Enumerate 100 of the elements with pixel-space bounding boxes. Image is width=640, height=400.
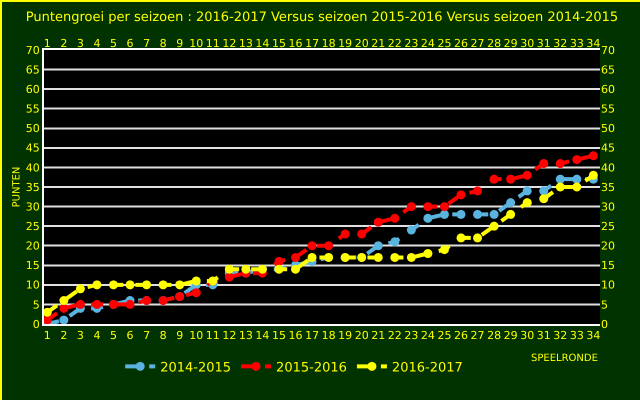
point (241, 264, 250, 274)
x2-tick-label: 22 (388, 329, 402, 342)
legend-label: 2014-2015 (160, 360, 232, 376)
point (44, 308, 52, 317)
legend-label: 2016-2017 (392, 360, 463, 376)
point (440, 210, 449, 219)
point (506, 210, 516, 219)
x-tick-label: 20 (354, 36, 369, 50)
x2-tick-label: 3 (76, 329, 84, 342)
y-tick-label: 40 (26, 161, 40, 174)
chart-title: Puntengroei per seizoen : 2016-2017 Versus seizoen 2015-2016 Versus seizoen 2014-2015 (26, 10, 618, 26)
y-tick-label: 45 (26, 142, 40, 155)
x2-tick-label: 6 (126, 329, 134, 342)
point (506, 174, 516, 184)
point (390, 237, 400, 246)
x-tick-label: 11 (206, 36, 220, 50)
x-tick-label: 22 (388, 36, 402, 50)
point (374, 241, 383, 250)
point (440, 202, 449, 212)
y2-tick-label: 5 (601, 298, 608, 312)
x-tick-label: 30 (520, 36, 534, 50)
y2-tick-label: 0 (601, 318, 608, 331)
x-tick-label: 28 (487, 36, 502, 50)
point (59, 316, 68, 324)
x2-tick-label: 10 (189, 329, 204, 342)
x2-tick-label: 28 (487, 329, 502, 342)
x-tick-label: 26 (454, 36, 468, 50)
x2-tick-label: 8 (160, 329, 167, 342)
x-tick-label: 8 (160, 36, 167, 50)
x2-tick-label: 24 (420, 329, 435, 342)
point (539, 194, 548, 204)
y-tick-label: 35 (26, 180, 40, 194)
point (440, 245, 449, 254)
point (126, 300, 135, 309)
point (572, 155, 582, 164)
point (522, 198, 532, 208)
point (374, 218, 383, 227)
x2-tick-label: 21 (371, 329, 386, 342)
point (473, 233, 482, 242)
point (556, 159, 565, 168)
point (192, 288, 201, 298)
x2-tick-label: 19 (338, 329, 352, 342)
x-tick-label: 25 (437, 36, 452, 50)
point (59, 304, 68, 313)
x-tick-label: 19 (338, 36, 352, 50)
x-tick-label: 33 (570, 36, 584, 50)
x2-tick-label: 1 (44, 329, 51, 342)
point (572, 174, 582, 184)
x-tick-label: 27 (470, 36, 485, 50)
point (308, 241, 317, 250)
x2-tick-label: 5 (110, 329, 117, 342)
x2-tick-label: 14 (255, 329, 270, 342)
x2-tick-label: 4 (93, 329, 100, 342)
y2-tick-label: 20 (601, 240, 615, 253)
point (473, 186, 482, 196)
y-axis-title: PUNTEN (11, 166, 22, 208)
y-tick-label: 55 (26, 102, 40, 116)
legend-label: 2015-2016 (276, 360, 347, 376)
point (274, 256, 284, 266)
x2-tick-label: 31 (536, 329, 551, 342)
point (224, 264, 234, 274)
y2-tick-label: 40 (601, 161, 615, 174)
point (192, 276, 201, 286)
x-tick-label: 29 (504, 36, 518, 50)
point (572, 182, 582, 192)
x-tick-label: 34 (586, 36, 600, 50)
x-tick-label: 9 (176, 36, 184, 50)
point (406, 226, 416, 235)
point (588, 151, 598, 160)
y2-tick-label: 70 (601, 44, 615, 57)
x-tick-label: 6 (126, 36, 134, 50)
x2-tick-label: 29 (504, 329, 518, 342)
y-tick-label: 20 (26, 240, 40, 253)
y2-tick-label: 55 (601, 102, 615, 116)
x2-tick-label: 7 (143, 329, 150, 342)
x2-tick-label: 25 (437, 329, 452, 342)
x2-tick-label: 18 (322, 329, 336, 342)
point (490, 222, 499, 231)
y-tick-label: 70 (26, 44, 40, 57)
x-tick-label: 2 (60, 36, 68, 50)
x2-tick-label: 15 (272, 329, 286, 342)
point (423, 202, 432, 212)
x2-tick-label: 12 (222, 329, 236, 342)
point (522, 170, 532, 180)
point (556, 182, 565, 192)
x-tick-label: 14 (255, 36, 270, 50)
x-tick-label: 21 (371, 36, 386, 50)
point (390, 214, 400, 223)
y-tick-label: 30 (26, 200, 40, 214)
point (423, 249, 432, 258)
point (291, 264, 300, 274)
y2-tick-label: 25 (601, 220, 615, 233)
x-tick-label: 32 (553, 36, 568, 50)
y2-tick-label: 60 (601, 82, 615, 96)
point (506, 198, 516, 208)
point (92, 300, 102, 309)
x-tick-label: 12 (222, 36, 236, 50)
y2-tick-label: 10 (601, 278, 615, 292)
point (490, 210, 499, 219)
point (406, 202, 416, 212)
